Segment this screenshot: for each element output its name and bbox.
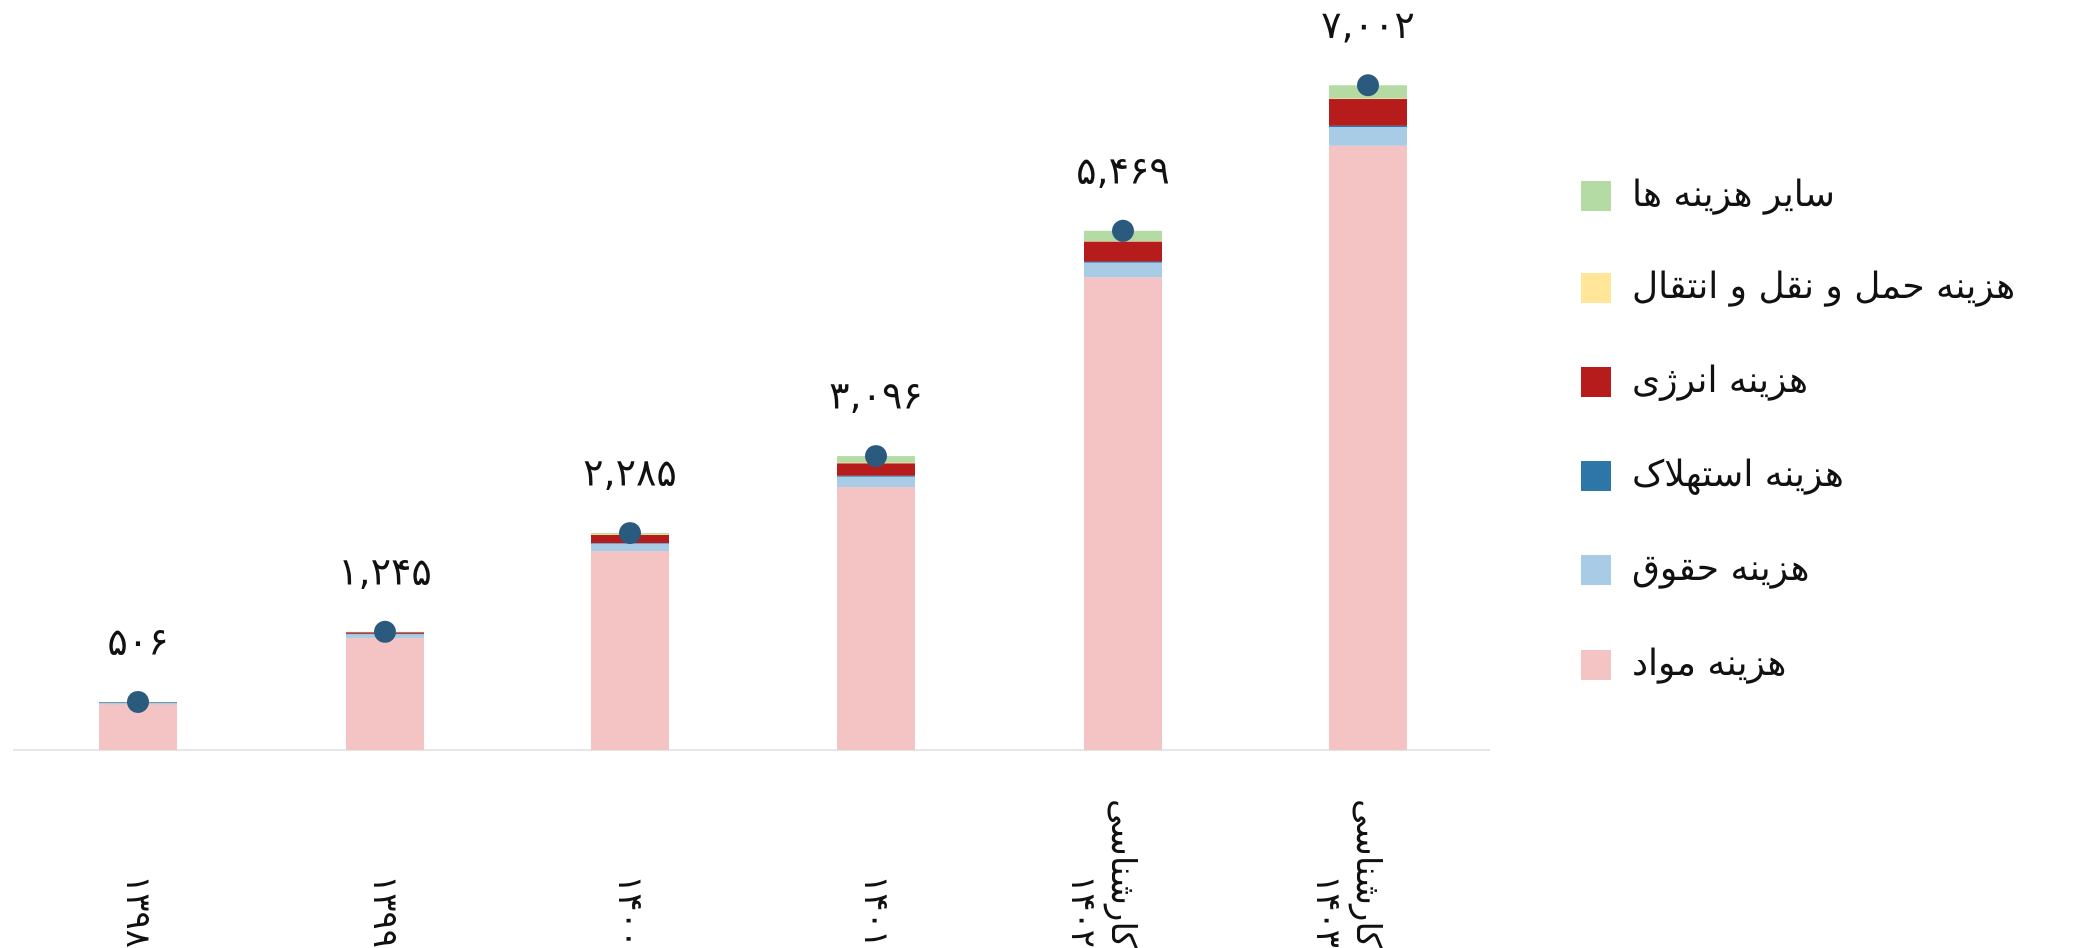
bar-segment bbox=[1084, 277, 1162, 750]
total-marker bbox=[374, 621, 396, 643]
legend-label: هزینه استهلاک bbox=[1632, 454, 1844, 495]
total-marker bbox=[127, 691, 149, 713]
total-label: ۱,۲۴۵ bbox=[338, 549, 432, 593]
legend-swatch bbox=[1581, 367, 1611, 397]
total-label: ۵,۴۶۹ bbox=[1076, 148, 1170, 192]
total-label: ۲,۲۸۵ bbox=[583, 451, 677, 495]
x-tick-label: کارشناسی ۱۴۰۳ bbox=[1308, 778, 1388, 948]
total-label: ۳,۰۹۶ bbox=[829, 374, 923, 418]
bar-segment bbox=[591, 551, 669, 750]
legend-label: سایر هزینه ها bbox=[1632, 174, 1835, 215]
bar-segment bbox=[591, 544, 669, 552]
legend-swatch bbox=[1581, 555, 1611, 585]
bar-segment bbox=[837, 476, 915, 477]
bar-segment bbox=[1084, 263, 1162, 278]
bar-segment bbox=[1329, 99, 1407, 126]
legend-label: هزینه مواد bbox=[1632, 643, 1786, 684]
legend-swatch bbox=[1581, 650, 1611, 680]
bar-segment bbox=[346, 638, 424, 750]
x-tick-label: کارشناسی ۱۴۰۲ bbox=[1063, 778, 1143, 948]
legend-label: هزینه حقوق bbox=[1632, 548, 1809, 589]
total-marker bbox=[1112, 220, 1134, 242]
bar-segment bbox=[1329, 146, 1407, 750]
bar-segment bbox=[1329, 126, 1407, 127]
bar-segment bbox=[837, 487, 915, 750]
total-marker bbox=[1357, 74, 1379, 96]
x-tick-label: ۱۴۰۰ bbox=[610, 778, 650, 948]
legend-label: هزینه انرژی bbox=[1632, 360, 1808, 401]
bar-segment bbox=[1084, 262, 1162, 263]
x-tick-label: ۱۳۹۸ bbox=[118, 778, 158, 948]
total-label: ۷,۰۰۲ bbox=[1321, 3, 1415, 47]
bar-segment bbox=[1329, 127, 1407, 146]
legend-label: هزینه حمل و نقل و انتقال bbox=[1632, 266, 2015, 307]
bar-segment bbox=[837, 477, 915, 487]
x-tick-label: ۱۳۹۹ bbox=[365, 778, 405, 948]
legend-swatch bbox=[1581, 181, 1611, 211]
total-label: ۵۰۶ bbox=[107, 619, 168, 663]
total-marker bbox=[865, 445, 887, 467]
total-marker bbox=[619, 522, 641, 544]
x-tick-label: ۱۴۰۱ bbox=[856, 778, 896, 948]
bar-segment bbox=[1084, 242, 1162, 262]
legend-swatch bbox=[1581, 273, 1611, 303]
legend-swatch bbox=[1581, 461, 1611, 491]
